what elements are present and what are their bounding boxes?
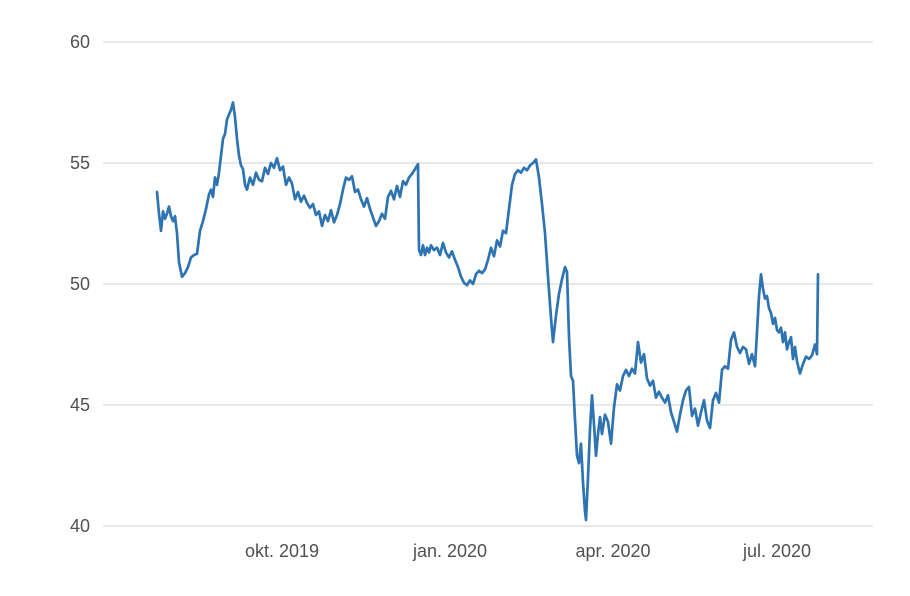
- x-tick-label: okt. 2019: [245, 541, 319, 561]
- x-tick-label: jul. 2020: [742, 541, 811, 561]
- x-tick-label: apr. 2020: [575, 541, 650, 561]
- x-tick-label: jan. 2020: [412, 541, 487, 561]
- y-tick-label: 40: [70, 516, 90, 536]
- y-tick-label: 45: [70, 395, 90, 415]
- data-series: [155, 101, 820, 522]
- gridlines: [103, 41, 873, 527]
- y-axis-labels: 60 55 50 45 40: [70, 32, 90, 536]
- y-tick-label: 55: [70, 153, 90, 173]
- y-tick-label: 60: [70, 32, 90, 52]
- x-axis-labels: okt. 2019 jan. 2020 apr. 2020 jul. 2020: [245, 541, 811, 561]
- series-line-index-value: [155, 101, 820, 522]
- y-tick-label: 50: [70, 274, 90, 294]
